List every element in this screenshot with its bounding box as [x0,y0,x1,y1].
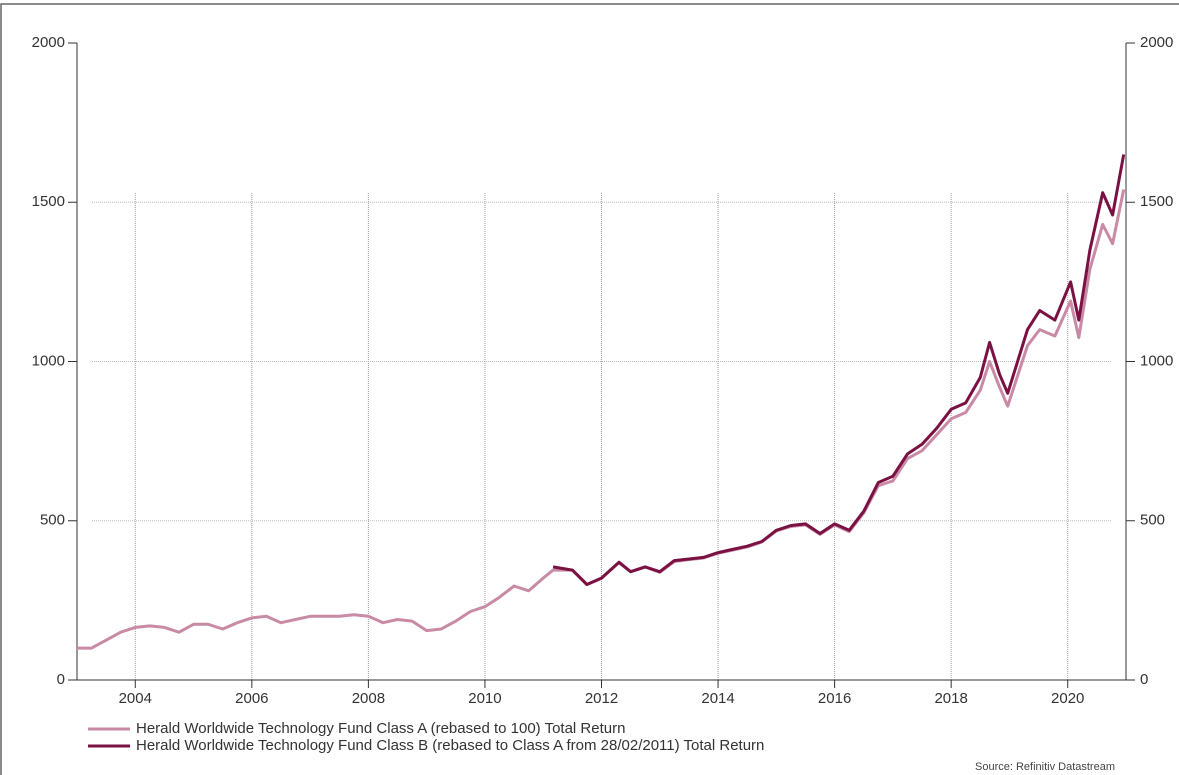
x-tick-label: 2018 [934,690,967,707]
legend-label: Herald Worldwide Technology Fund Class B… [136,737,764,754]
x-tick-label: 2010 [468,690,501,707]
y-tick-label: 500 [40,512,65,529]
x-tick-label: 2008 [352,690,385,707]
y-tick-label: 2000 [32,34,65,51]
y2-tick-label: 1000 [1140,352,1173,369]
x-tick-label: 2012 [585,690,618,707]
y-tick-label: 0 [57,671,65,688]
frame [0,3,1179,775]
y2-tick-label: 1500 [1140,193,1173,210]
x-tick-label: 2020 [1051,690,1084,707]
x-tick-label: 2006 [235,690,268,707]
y2-tick-label: 0 [1140,671,1148,688]
series-line [552,154,1126,586]
y-tick-label: 1500 [32,193,65,210]
legend-label: Herald Worldwide Technology Fund Class A… [136,720,625,737]
y2-tick-label: 2000 [1140,34,1173,51]
y-tick-label: 1000 [32,352,65,369]
x-tick-label: 2014 [701,690,734,707]
source: Source: Refinitiv Datastream [975,761,1115,773]
x-tick-label: 2004 [119,690,152,707]
y2-tick-label: 500 [1140,512,1165,529]
x-tick-label: 2016 [818,690,851,707]
